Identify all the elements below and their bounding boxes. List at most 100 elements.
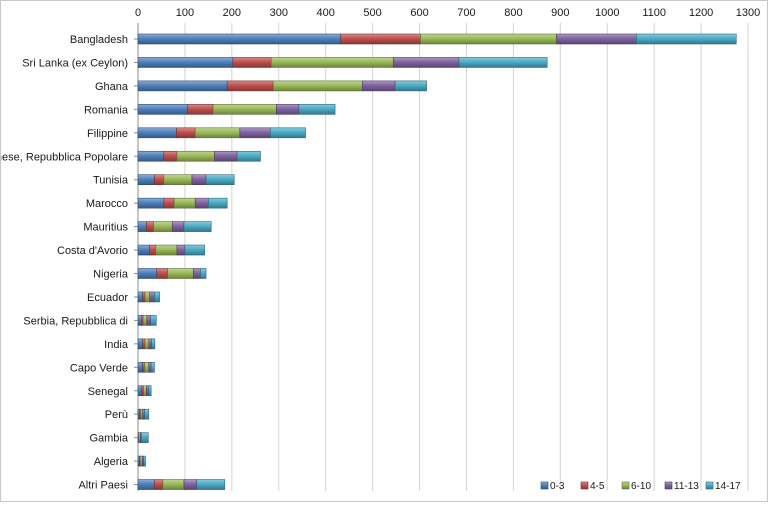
legend-swatch	[580, 481, 589, 490]
bar-segment	[163, 150, 178, 162]
bar-segment	[150, 361, 155, 373]
bar-segment	[137, 80, 228, 92]
category-label: Senegal	[88, 386, 128, 398]
x-axis-ticks: 0 100 200 300 400 500 600 700 800 900 1000 1100 1200…	[135, 7, 760, 19]
category-label: Altri Paesi	[78, 480, 128, 492]
bar-segment	[212, 104, 277, 115]
category-label: India	[104, 339, 129, 351]
bar-segment	[361, 80, 396, 92]
category-label: Sri Lanka (ex Ceylon)	[22, 57, 128, 69]
bar-segment	[183, 221, 212, 232]
bar-segment	[272, 80, 363, 92]
bar-segment	[144, 338, 150, 350]
bar-segment	[149, 244, 157, 256]
category-label: Filippine	[87, 128, 128, 140]
bar-segment	[194, 197, 209, 209]
bar-segment	[176, 127, 196, 139]
bar-segment	[173, 197, 196, 209]
bar-segment	[137, 197, 165, 209]
category-label: Capo Verde	[70, 362, 128, 374]
legend-label: 6-10	[631, 481, 651, 492]
bar-segment	[144, 291, 151, 303]
category-label: Ghana	[95, 81, 129, 93]
legend-swatch	[664, 481, 673, 490]
bar-segment	[163, 197, 175, 209]
legend-swatch	[705, 481, 714, 490]
x-tick-label: 700	[457, 7, 475, 19]
bar-segment	[162, 479, 185, 490]
x-tick-label: 1300	[736, 7, 760, 19]
category-label: Ecuador	[87, 292, 128, 304]
bar-segment	[143, 385, 147, 397]
x-tick-label: 900	[551, 7, 569, 19]
bar-segment	[167, 268, 194, 279]
category-label: Marocco	[86, 198, 128, 210]
bar-segment	[137, 57, 234, 68]
bar-segment	[137, 127, 177, 139]
bar-segment	[184, 244, 205, 256]
bar-segment	[137, 268, 158, 279]
bar-segment	[142, 291, 146, 303]
bar-segment	[153, 221, 173, 232]
category-label: Mauritius	[83, 222, 128, 234]
bar-segment	[137, 338, 143, 350]
bar-segment	[270, 127, 306, 139]
category-label: Costa d'Avorio	[57, 245, 128, 257]
legend-swatch	[540, 481, 549, 490]
bar-segment	[226, 80, 274, 92]
x-tick-label: 200	[223, 7, 241, 19]
bar-segment	[154, 479, 164, 490]
bar-segment	[137, 361, 143, 373]
bar-segment	[196, 479, 226, 490]
bar-segment	[146, 221, 154, 232]
bar-segment	[137, 315, 143, 326]
category-label: Serbia, Repubblica di	[23, 315, 128, 327]
bar-segment	[214, 150, 238, 162]
bar-segment	[232, 57, 272, 68]
x-tick-label: 1000	[595, 7, 619, 19]
bars	[137, 33, 737, 490]
x-tick-label: 500	[363, 7, 381, 19]
bar-segment	[163, 174, 193, 185]
bar-segment	[155, 244, 178, 256]
bar-segment	[200, 268, 207, 279]
bar-segment	[143, 455, 146, 467]
legend-label: 14-17	[715, 481, 741, 492]
bar-segment	[137, 291, 143, 303]
category-label: Perù	[105, 409, 128, 421]
gridlines	[137, 23, 749, 491]
legend: 0-3 4-5 6-10 11-13 14-17	[540, 481, 741, 492]
x-tick-label: 300	[270, 7, 288, 19]
bar-segment	[142, 315, 148, 326]
bar-segment	[150, 315, 157, 326]
category-labels: Bangladesh Sri Lanka (ex Ceylon) Ghana Roma…	[0, 34, 138, 492]
bar-segment	[144, 361, 150, 373]
bar-segment	[146, 315, 151, 326]
bar-segment	[149, 291, 155, 303]
bar-segment	[191, 174, 207, 185]
bar-segment	[194, 127, 241, 139]
bar-segment	[183, 479, 197, 490]
bar-segment	[148, 361, 152, 373]
bar-segment	[142, 338, 146, 350]
x-tick-label: 600	[410, 7, 428, 19]
bar-segment	[146, 385, 150, 397]
bar-segment	[236, 150, 261, 162]
bar-segment	[140, 432, 149, 443]
legend-swatch	[621, 481, 630, 490]
bar-segment	[420, 33, 557, 45]
bar-segment	[193, 268, 201, 279]
bar-segment	[186, 104, 214, 115]
bar-segment	[137, 104, 188, 115]
legend-label: 0-3	[550, 481, 565, 492]
bar-segment	[239, 127, 271, 139]
bar-segment	[205, 174, 235, 185]
category-label: Tunisia	[93, 175, 129, 187]
x-tick-label: 1200	[689, 7, 713, 19]
bar-segment	[137, 479, 155, 490]
bar-segment	[137, 174, 155, 185]
category-label: Bangladesh	[70, 34, 128, 46]
x-tick-label: 0	[135, 7, 141, 19]
x-tick-label: 800	[504, 7, 522, 19]
